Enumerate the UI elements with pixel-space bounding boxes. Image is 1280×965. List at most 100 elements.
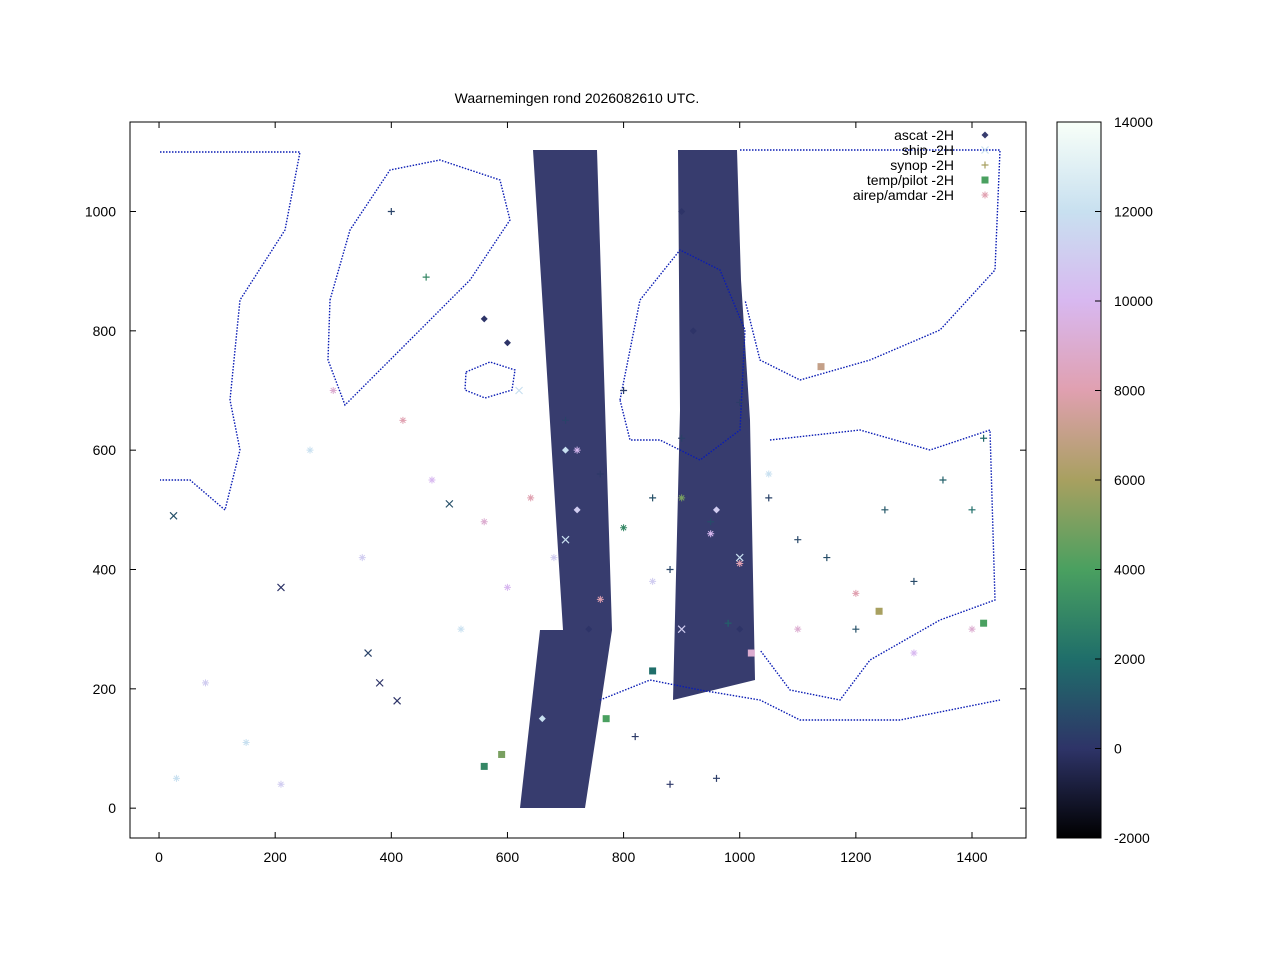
point <box>678 208 686 215</box>
point <box>910 649 918 657</box>
point <box>422 273 430 281</box>
point <box>387 208 395 215</box>
point <box>277 583 285 592</box>
colorbar-tick-label: 14000 <box>1114 114 1153 130</box>
point <box>480 518 488 526</box>
point <box>480 315 488 323</box>
point <box>939 476 947 484</box>
point <box>573 446 581 454</box>
y-tick-label: 800 <box>93 323 117 339</box>
point <box>550 554 558 562</box>
point <box>277 780 285 788</box>
point <box>457 625 465 633</box>
point <box>649 577 657 585</box>
colorbar-tick-label: 10000 <box>1114 293 1153 309</box>
colorbar-tick-label: 12000 <box>1114 204 1153 220</box>
colorbar <box>1056 121 1102 839</box>
legend-label: temp/pilot -2H <box>867 172 954 188</box>
y-tick-label: 0 <box>108 800 116 816</box>
x-tick-label: 600 <box>496 849 520 865</box>
point <box>707 530 715 538</box>
point <box>817 363 825 371</box>
colorbar-tick-label: 6000 <box>1114 472 1145 488</box>
point <box>666 780 674 788</box>
point <box>620 387 628 394</box>
point <box>910 577 918 585</box>
point <box>794 625 802 633</box>
point <box>689 327 697 335</box>
point <box>852 589 860 597</box>
colorbar-tick-label: -2000 <box>1114 830 1150 846</box>
point <box>631 733 639 741</box>
point <box>602 715 610 723</box>
point <box>306 446 314 454</box>
legend-marker <box>981 191 989 199</box>
point <box>445 499 454 508</box>
point <box>573 506 581 514</box>
point <box>649 494 657 502</box>
point <box>428 476 436 484</box>
y-tick-label: 200 <box>93 681 117 697</box>
map-background <box>160 149 1001 808</box>
colorbar-tick-label: 2000 <box>1114 651 1145 667</box>
legend-marker <box>981 161 989 169</box>
plot-frame <box>129 121 1027 839</box>
point <box>747 649 755 657</box>
x-tick-label: 200 <box>263 849 287 865</box>
y-tick-label: 1000 <box>85 204 116 220</box>
point <box>875 607 883 615</box>
point <box>620 524 628 532</box>
point <box>881 506 889 514</box>
point <box>503 339 511 347</box>
x-tick-label: 1400 <box>956 849 987 865</box>
legend-label: synop -2H <box>890 157 954 173</box>
legend-label: ascat -2H <box>894 127 954 143</box>
point <box>503 583 511 591</box>
x-tick-label: 1200 <box>840 849 871 865</box>
point <box>678 434 686 442</box>
point <box>399 416 407 424</box>
point <box>585 625 593 633</box>
point <box>375 678 384 687</box>
point <box>712 774 720 782</box>
legend-label: ship -2H <box>902 142 954 158</box>
point <box>480 762 488 770</box>
point <box>358 554 366 562</box>
point <box>678 494 686 502</box>
legend-marker <box>981 131 989 139</box>
point <box>538 715 546 723</box>
point <box>707 518 715 526</box>
colorbar-tick-label: 0 <box>1114 741 1122 757</box>
x-tick-label: 0 <box>155 849 163 865</box>
point <box>562 446 570 454</box>
colorbar-tick-label: 4000 <box>1114 562 1145 578</box>
colorbar-tick-label: 8000 <box>1114 383 1145 399</box>
point <box>242 739 250 747</box>
y-tick-label: 400 <box>93 562 117 578</box>
point <box>515 386 523 395</box>
x-tick-label: 800 <box>612 849 636 865</box>
point <box>980 619 988 627</box>
point <box>968 625 976 633</box>
point <box>736 398 744 406</box>
point <box>677 625 686 634</box>
point <box>329 387 337 394</box>
point <box>649 667 657 675</box>
point <box>364 649 373 657</box>
point <box>736 560 744 568</box>
point <box>765 494 773 502</box>
point <box>527 494 535 502</box>
x-tick-label: 400 <box>380 849 404 865</box>
point <box>562 416 570 424</box>
legend-marker <box>981 176 989 184</box>
point <box>735 553 744 562</box>
point <box>172 774 180 782</box>
point <box>169 511 178 520</box>
point <box>980 434 988 442</box>
point <box>201 679 209 687</box>
point <box>498 750 506 758</box>
point <box>736 625 744 633</box>
y-tick-label: 600 <box>93 442 117 458</box>
point <box>393 696 402 705</box>
